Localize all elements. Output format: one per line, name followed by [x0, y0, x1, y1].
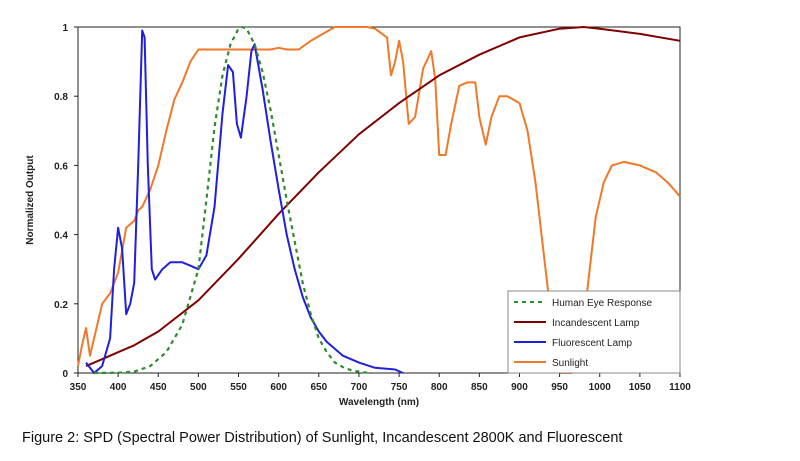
- legend-box: [507, 290, 681, 374]
- x-tick-label: 600: [270, 382, 287, 393]
- x-tick-label: 800: [431, 382, 448, 393]
- x-axis-title: Wavelength (nm): [339, 397, 419, 408]
- series-line-fluorescent-lamp: [85, 29, 404, 374]
- series-line-incandescent-lamp: [85, 26, 681, 368]
- spd-chart: 350 400 450 500 550 600 650 700 750 800 850 900 950 1…: [25, 23, 691, 408]
- x-axis-ticks: 350 400 450 500 550 600 650 700 750 800 850 900 950 1…: [70, 373, 691, 393]
- x-tick-label: 900: [511, 382, 528, 393]
- y-tick-label: 0.4: [54, 231, 68, 242]
- x-tick-label: 700: [351, 382, 368, 393]
- x-tick-label: 400: [110, 382, 127, 393]
- x-tick-label: 550: [230, 382, 247, 393]
- x-tick-label: 350: [70, 382, 87, 393]
- legend-entry: Sunlight: [552, 358, 588, 369]
- legend-entry: Fluorescent Lamp: [552, 338, 632, 349]
- series-line-human-eye-response: [94, 25, 368, 375]
- x-tick-label: 1000: [589, 382, 612, 393]
- x-tick-label: 450: [150, 382, 167, 393]
- y-tick-label: 0.2: [54, 300, 68, 311]
- y-axis-ticks: 0 0.2 0.4 0.6 0.8 1: [54, 23, 78, 380]
- y-axis-title: Normalized Output: [25, 155, 36, 245]
- y-tick-label: 0.8: [54, 92, 68, 103]
- x-tick-label: 1100: [669, 382, 691, 393]
- figure-caption: Figure 2: SPD (Spectral Power Distributi…: [22, 430, 623, 446]
- plot-area: [77, 26, 681, 374]
- x-tick-label: 950: [551, 382, 568, 393]
- y-tick-label: 1: [62, 23, 68, 34]
- x-tick-label: 500: [190, 382, 207, 393]
- x-tick-label: 1050: [629, 382, 652, 393]
- y-tick-label: 0: [62, 369, 68, 380]
- legend-entry: Human Eye Response: [552, 298, 652, 309]
- legend-entry: Incandescent Lamp: [552, 318, 640, 329]
- x-tick-label: 750: [391, 382, 408, 393]
- plot-frame: [77, 26, 681, 374]
- y-tick-label: 0.6: [54, 161, 68, 172]
- x-tick-label: 850: [471, 382, 488, 393]
- legend: Human Eye Response Incandescent Lamp Fluor…: [507, 290, 681, 374]
- x-tick-label: 650: [310, 382, 327, 393]
